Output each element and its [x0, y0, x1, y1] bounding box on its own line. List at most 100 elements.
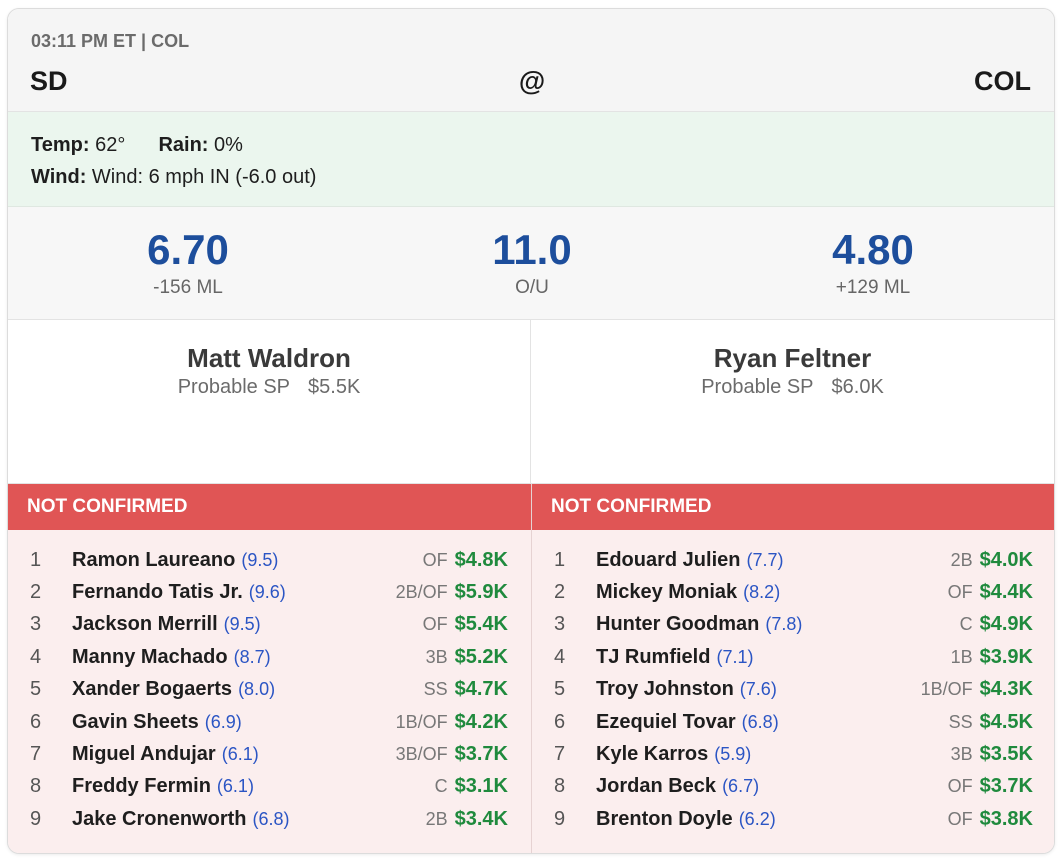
- lineup-row[interactable]: 7 Miguel Andujar (6.1) 3B/OF $3.7K: [8, 738, 531, 770]
- rain-value: 0%: [214, 134, 243, 156]
- player-name[interactable]: Ezequiel Tovar: [596, 710, 736, 733]
- weather-panel: Temp: 62° Rain: 0% Wind: Wind: 6 mph IN …: [8, 112, 1054, 207]
- player-name[interactable]: TJ Rumfield: [596, 645, 711, 668]
- player-name[interactable]: Jake Cronenworth: [72, 807, 247, 830]
- player-salary: $3.7K: [454, 743, 508, 766]
- player-name[interactable]: Jackson Merrill: [72, 613, 218, 636]
- player-projection: (6.8): [741, 711, 779, 732]
- lineup-row[interactable]: 5 Xander Bogaerts (8.0) SS $4.7K: [8, 674, 531, 706]
- player-projection: (6.1): [216, 776, 254, 797]
- home-lineup-status: NOT CONFIRMED: [532, 484, 1054, 530]
- player-name[interactable]: Freddy Fermin: [72, 775, 211, 798]
- player-projection: (6.7): [722, 776, 760, 797]
- player-projection: (6.8): [252, 808, 290, 829]
- lineup-row[interactable]: 3 Jackson Merrill (9.5) OF $5.4K: [8, 609, 531, 641]
- batting-order: 1: [554, 548, 566, 571]
- batting-order: 5: [554, 678, 566, 701]
- player-salary: $3.5K: [979, 743, 1033, 766]
- lineup-row[interactable]: 8 Freddy Fermin (6.1) C $3.1K: [8, 771, 531, 803]
- over-under-label: O/U: [515, 277, 549, 298]
- player-name[interactable]: Xander Bogaerts: [72, 678, 233, 701]
- player-position: OF: [422, 549, 448, 570]
- batting-order: 4: [30, 645, 42, 668]
- lineup-row[interactable]: 6 Gavin Sheets (6.9) 1B/OF $4.2K: [8, 706, 531, 738]
- wind-label: Wind:: [31, 166, 87, 188]
- batting-order: 4: [554, 645, 566, 668]
- player-salary: $5.4K: [454, 613, 508, 636]
- batting-order: 6: [554, 710, 566, 733]
- away-player-list: 1 Ramon Laureano (9.5) OF $4.8K 2 Fernando Ta…: [8, 530, 531, 836]
- player-name[interactable]: Fernando Tatis Jr.: [72, 581, 243, 604]
- player-position: SS: [948, 711, 973, 732]
- player-position: 1B/OF: [395, 711, 448, 732]
- lineup-row[interactable]: 2 Fernando Tatis Jr. (9.6) 2B/OF $5.9K: [8, 576, 531, 608]
- away-pitcher-name[interactable]: Matt Waldron: [187, 343, 351, 373]
- player-projection: (9.5): [223, 614, 261, 635]
- lineup-row[interactable]: 1 Edouard Julien (7.7) 2B $4.0K: [532, 544, 1054, 576]
- home-team[interactable]: COL: [974, 66, 1031, 96]
- batting-order: 1: [30, 548, 42, 571]
- player-position: 2B: [950, 549, 973, 570]
- player-projection: (9.5): [241, 549, 279, 570]
- player-position: OF: [947, 582, 973, 603]
- player-position: 1B: [950, 646, 973, 667]
- lineup-row[interactable]: 4 TJ Rumfield (7.1) 1B $3.9K: [532, 641, 1054, 673]
- player-name[interactable]: Hunter Goodman: [596, 613, 760, 636]
- batting-order: 3: [30, 613, 42, 636]
- batting-order: 7: [30, 743, 42, 766]
- home-pitcher-salary: $6.0K: [831, 376, 884, 398]
- player-position: OF: [947, 808, 973, 829]
- player-salary: $4.9K: [979, 613, 1033, 636]
- player-salary: $4.3K: [979, 678, 1033, 701]
- player-salary: $3.4K: [454, 807, 508, 830]
- player-projection: (6.9): [204, 711, 242, 732]
- away-implied-total: 6.70: [147, 226, 229, 273]
- lineup-row[interactable]: 5 Troy Johnston (7.6) 1B/OF $4.3K: [532, 674, 1054, 706]
- player-name[interactable]: Mickey Moniak: [596, 581, 738, 604]
- batting-order: 5: [30, 678, 42, 701]
- lineup-row[interactable]: 4 Manny Machado (8.7) 3B $5.2K: [8, 641, 531, 673]
- player-salary: $4.2K: [454, 710, 508, 733]
- away-pitcher-role: Probable SP: [177, 376, 291, 398]
- lineup-row[interactable]: 6 Ezequiel Tovar (6.8) SS $4.5K: [532, 706, 1054, 738]
- batting-order: 2: [554, 581, 566, 604]
- player-projection: (8.2): [743, 582, 781, 603]
- player-name[interactable]: Ramon Laureano: [72, 548, 236, 571]
- player-projection: (7.8): [765, 614, 803, 635]
- rain-label: Rain:: [158, 134, 209, 156]
- player-name[interactable]: Manny Machado: [72, 645, 228, 668]
- player-projection: (7.7): [746, 549, 784, 570]
- player-name[interactable]: Kyle Karros: [596, 743, 709, 766]
- player-name[interactable]: Brenton Doyle: [596, 807, 733, 830]
- player-name[interactable]: Miguel Andujar: [72, 743, 216, 766]
- player-projection: (7.6): [739, 679, 777, 700]
- player-name[interactable]: Gavin Sheets: [72, 710, 199, 733]
- player-projection: (8.0): [238, 679, 276, 700]
- home-pitcher-info: Probable SP $6.0K: [531, 374, 1054, 400]
- lineup-row[interactable]: 8 Jordan Beck (6.7) OF $3.7K: [532, 771, 1054, 803]
- game-card: 03:11 PM ET | COL SD @ COL Temp: 62° Rai…: [7, 8, 1055, 854]
- player-position: OF: [947, 776, 973, 797]
- lineup-row[interactable]: 3 Hunter Goodman (7.8) C $4.9K: [532, 609, 1054, 641]
- home-pitcher-name[interactable]: Ryan Feltner: [713, 343, 872, 373]
- away-lineup: NOT CONFIRMED 1 Ramon Laureano (9.5) OF $4.8…: [8, 484, 532, 853]
- wind-value: Wind: 6 mph IN (-6.0 out): [91, 166, 317, 188]
- temp-value: 62°: [95, 134, 126, 156]
- player-name[interactable]: Edouard Julien: [596, 548, 741, 571]
- lineup-row[interactable]: 9 Jake Cronenworth (6.8) 2B $3.4K: [8, 803, 531, 835]
- lineup-row[interactable]: 2 Mickey Moniak (8.2) OF $4.4K: [532, 576, 1054, 608]
- player-name[interactable]: Troy Johnston: [596, 678, 734, 701]
- away-moneyline: -156 ML: [153, 277, 223, 298]
- lineup-row[interactable]: 9 Brenton Doyle (6.2) OF $3.8K: [532, 803, 1054, 835]
- player-salary: $4.8K: [454, 548, 508, 571]
- player-projection: (6.1): [221, 744, 259, 765]
- lineup-row[interactable]: 1 Ramon Laureano (9.5) OF $4.8K: [8, 544, 531, 576]
- lineup-row[interactable]: 7 Kyle Karros (5.9) 3B $3.5K: [532, 738, 1054, 770]
- player-position: C: [434, 776, 448, 797]
- player-name[interactable]: Jordan Beck: [596, 775, 717, 798]
- temp-label: Temp:: [31, 134, 90, 156]
- player-projection: (7.1): [716, 646, 754, 667]
- away-team[interactable]: SD: [30, 66, 68, 96]
- batting-order: 3: [554, 613, 566, 636]
- batting-order: 7: [554, 743, 566, 766]
